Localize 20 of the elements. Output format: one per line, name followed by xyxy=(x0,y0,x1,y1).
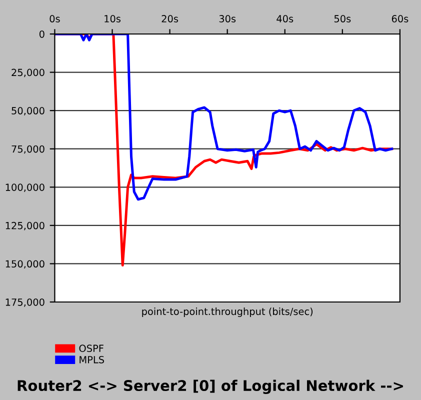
y-tick-label: 125,000 xyxy=(6,222,44,230)
y-tick-label: 0 xyxy=(39,30,44,38)
x-axis-title: point-to-point.throughput (bits/sec) xyxy=(142,308,313,317)
y-tick-label: 25,000 xyxy=(12,68,44,78)
x-tick-label: 40s xyxy=(276,15,294,22)
x-tick-label: 20s xyxy=(162,15,178,22)
x-tick-label: 30s xyxy=(219,15,236,22)
y-tick-label: 175,000 xyxy=(6,298,44,307)
x-tick-label: 0s xyxy=(50,15,60,22)
y-tick-label: 75,000 xyxy=(12,145,44,154)
x-tick-label: 50s xyxy=(334,15,351,22)
y-tick-label: 150,000 xyxy=(6,260,44,269)
text: Router2 <-> Server2 [0] of Logical Network --> xyxy=(18,380,403,394)
legend-label: MPLS xyxy=(80,356,104,364)
x-tick-label: 60s xyxy=(392,15,408,22)
x-tick-label: 10s xyxy=(104,15,121,22)
legend-label: OSPF xyxy=(79,344,104,352)
y-tick-label: 100,000 xyxy=(6,184,44,192)
line-series xyxy=(54,34,394,201)
y-tick-label: 50,000 xyxy=(12,107,44,116)
